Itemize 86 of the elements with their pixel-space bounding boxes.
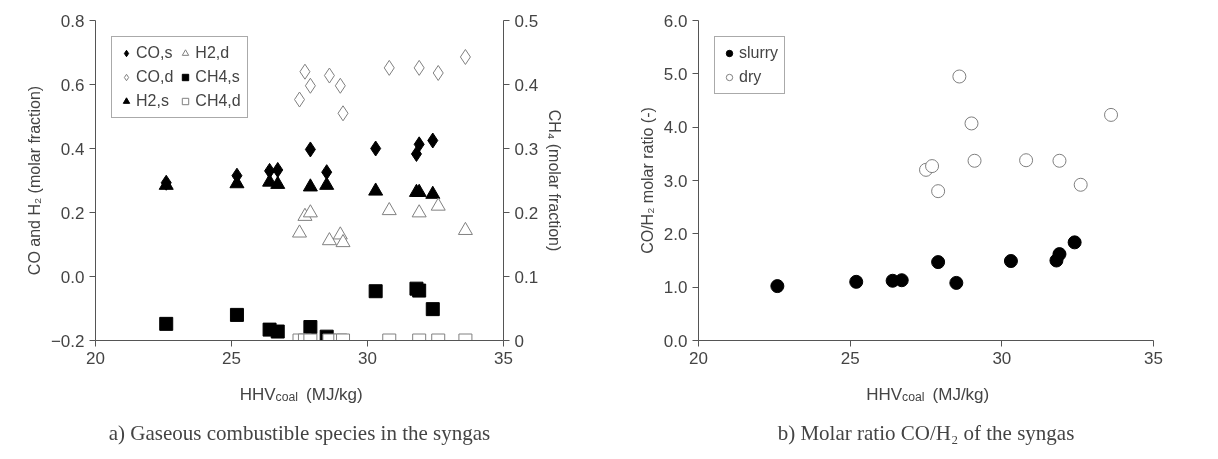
point <box>321 232 337 246</box>
point <box>1073 177 1088 192</box>
point <box>459 48 471 65</box>
x-tick-label: 25 <box>222 348 241 368</box>
y-tick-label: 0.2 <box>60 203 85 223</box>
x-tick-label: 20 <box>86 348 105 368</box>
text: a) Gaseous combustible species in the syngas <box>108 420 491 445</box>
point <box>368 182 384 196</box>
point <box>319 176 335 190</box>
point <box>457 221 473 235</box>
x-tick-label: 20 <box>689 348 708 368</box>
y-tick-label: 0.0 <box>60 267 85 287</box>
y-tick-label: −0.2 <box>50 331 85 351</box>
point <box>427 132 439 149</box>
point <box>931 255 946 270</box>
point <box>1052 247 1067 262</box>
legend-label: CO,d <box>136 68 174 86</box>
y-tick-label: 4.0 <box>663 118 688 138</box>
y-tick-label: 0.8 <box>60 11 85 31</box>
point <box>1019 153 1034 168</box>
legend-label: H2,d <box>195 44 230 62</box>
x-tick-label: 35 <box>494 348 513 368</box>
point <box>925 159 940 174</box>
point <box>302 204 318 218</box>
x-tick-label: 30 <box>992 348 1012 368</box>
point <box>432 64 444 81</box>
point <box>272 161 284 178</box>
y-tick-label: 6.0 <box>663 11 688 31</box>
point <box>964 116 979 131</box>
point <box>334 77 346 94</box>
y-tick-label: 5.0 <box>663 64 688 84</box>
y2-axis-title: CH₄ (molar fraction) <box>546 109 564 252</box>
point <box>337 105 349 122</box>
point <box>304 141 316 158</box>
y2-tick-label: 0.3 <box>514 139 539 159</box>
point <box>292 224 307 238</box>
x-tick-label: 25 <box>840 348 860 368</box>
y2-tick-label: 0.5 <box>514 11 539 31</box>
point <box>1003 254 1018 269</box>
point <box>323 67 335 84</box>
point <box>370 140 382 157</box>
legend-label: dry <box>739 68 762 86</box>
x-axis-title: HHVcoal (MJ/kg) <box>239 384 363 404</box>
y-tick-label: 3.0 <box>663 171 688 191</box>
x-tick-label: 35 <box>1144 348 1163 368</box>
point <box>381 202 397 216</box>
point <box>430 197 446 211</box>
y-tick-label: 0.6 <box>60 75 85 95</box>
point <box>304 77 316 94</box>
text: b) Molar ratio CO/H₂ of the syngas <box>777 420 1075 445</box>
point <box>931 184 946 199</box>
point <box>270 175 286 189</box>
point <box>411 204 427 218</box>
point <box>1104 107 1119 122</box>
y-tick-label: 0.4 <box>60 139 85 159</box>
legend-label: slurry <box>739 44 779 62</box>
legend-label: H2,s <box>136 92 169 110</box>
x-axis-title: HHVcoal (MJ/kg) <box>866 384 990 404</box>
point <box>383 59 395 76</box>
point <box>1052 153 1067 168</box>
y-axis-title: CO/H₂ molar ratio (-) <box>638 107 656 254</box>
point <box>949 275 964 290</box>
point <box>770 279 785 294</box>
y-tick-label: 1.0 <box>663 278 688 298</box>
legend-label: CH4,d <box>195 92 241 110</box>
y2-tick-label: 0.4 <box>514 75 539 95</box>
point <box>413 136 425 153</box>
legend-label: CH4,s <box>195 68 240 86</box>
legend-label: CO,s <box>136 44 173 62</box>
point <box>335 234 351 248</box>
point <box>952 69 967 84</box>
point <box>299 63 311 80</box>
x-tick-label: 30 <box>358 348 377 368</box>
point <box>1067 235 1082 250</box>
point <box>413 59 425 76</box>
y2-tick-label: 0.1 <box>514 267 539 287</box>
y2-tick-label: 0 <box>514 331 524 351</box>
point <box>425 185 441 199</box>
y-tick-label: 0.0 <box>663 331 688 351</box>
y-axis-title: CO and H₂ (molar fraction) <box>25 85 43 276</box>
point <box>302 178 318 192</box>
y2-tick-label: 0.2 <box>514 203 539 223</box>
point <box>849 274 864 289</box>
point <box>967 153 982 168</box>
y-tick-label: 2.0 <box>663 224 688 244</box>
point <box>321 164 333 181</box>
